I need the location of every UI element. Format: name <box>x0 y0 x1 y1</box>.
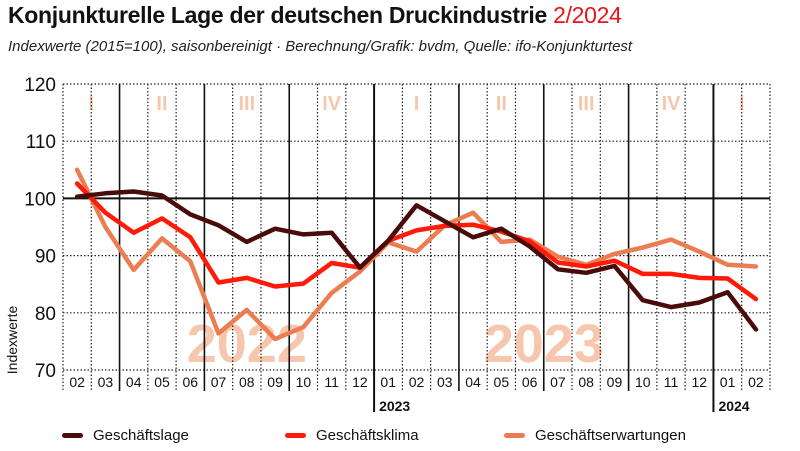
x-tick-label: 09 <box>267 374 283 390</box>
quarter-label: IV <box>662 93 682 115</box>
x-tick-label: 06 <box>182 374 198 390</box>
quarter-label: I <box>739 93 745 115</box>
x-tick-label: 11 <box>324 374 339 390</box>
quarter-label: II <box>156 93 167 115</box>
chart-title-main: Konjunkturelle Lage der deutschen Drucki… <box>8 2 547 28</box>
x-tick-label: 10 <box>635 374 651 390</box>
x-tick-label: 08 <box>578 374 594 390</box>
x-tick-label: 12 <box>692 374 708 390</box>
x-tick-label: 04 <box>465 374 481 390</box>
year-watermarks: 2022 2023 <box>187 314 604 374</box>
quarter-label: I <box>88 93 94 115</box>
grid-lines <box>62 83 771 412</box>
y-tick-label: 110 <box>26 132 56 153</box>
x-tick-label: 07 <box>211 374 227 390</box>
legend-label: Geschäftsklima <box>316 427 419 444</box>
x-tick-label: 06 <box>522 374 538 390</box>
x-tick-label: 09 <box>607 374 623 390</box>
x-tick-label: 01 <box>380 374 396 390</box>
quarter-label: I <box>414 93 420 115</box>
year-label: 2023 <box>379 398 410 414</box>
quarter-label: IV <box>322 93 342 115</box>
x-tick-label: 07 <box>550 374 566 390</box>
x-tick-label: 12 <box>352 374 368 390</box>
x-tick-label: 02 <box>69 374 85 390</box>
y-tick-label: 100 <box>24 189 56 210</box>
year-label: 2024 <box>718 398 749 414</box>
x-tick-label: 02 <box>748 374 764 390</box>
legend-swatch-geschaeftsklima <box>285 433 306 438</box>
x-axis: 02 03 04 05 06 07 08 09 10 11 12 01 02 03 04 05 06 07 08 09… <box>69 374 764 414</box>
y-tick-label: 120 <box>24 75 56 96</box>
legend-label: Geschäftserwartungen <box>535 427 686 444</box>
x-tick-label: 10 <box>296 374 312 390</box>
chart-title: Konjunkturelle Lage der deutschen Drucki… <box>8 2 622 29</box>
x-tick-label: 03 <box>98 374 114 390</box>
x-tick-label: 11 <box>664 374 679 390</box>
quarter-labels: I II III IV I II III IV I <box>88 93 744 115</box>
y-tick-label: 70 <box>35 361 56 382</box>
series-line-geschaeftserwartungen <box>74 167 759 342</box>
legend-swatch-geschaeftslage <box>62 433 83 438</box>
x-tick-label: 04 <box>126 374 142 390</box>
y-tick-label: 80 <box>35 304 56 325</box>
chart-subtitle: Indexwerte (2015=100), saisonbereinigt ·… <box>8 38 633 55</box>
y-axis-title: Indexwerte <box>4 306 20 375</box>
x-tick-label: 01 <box>720 374 736 390</box>
chart-title-period: 2/2024 <box>553 2 622 28</box>
legend-item-geschaeftserwartungen[interactable]: Geschäftserwartungen <box>504 427 686 444</box>
quarter-label: III <box>238 93 255 115</box>
legend-label: Geschäftslage <box>93 427 189 444</box>
watermark-year: 2022 <box>187 314 307 374</box>
series-line-geschaeftslage <box>74 189 759 332</box>
legend-item-geschaeftsklima[interactable]: Geschäftsklima <box>285 427 419 444</box>
x-tick-label: 05 <box>494 374 510 390</box>
x-tick-label: 08 <box>239 374 255 390</box>
legend: Geschäftslage Geschäftsklima Geschäftser… <box>0 427 800 447</box>
y-axis: 70 80 90 100 110 120 Indexwerte <box>4 75 56 382</box>
x-tick-label: 02 <box>409 374 425 390</box>
x-tick-label: 03 <box>437 374 453 390</box>
series-lines <box>74 167 759 342</box>
series-line-geschaeftsklima <box>74 181 759 302</box>
legend-item-geschaeftslage[interactable]: Geschäftslage <box>62 427 189 444</box>
y-tick-label: 90 <box>35 247 56 268</box>
legend-swatch-geschaeftserwartungen <box>504 433 525 438</box>
quarter-label: II <box>496 93 507 115</box>
quarter-label: III <box>578 93 595 115</box>
x-tick-label: 05 <box>154 374 170 390</box>
